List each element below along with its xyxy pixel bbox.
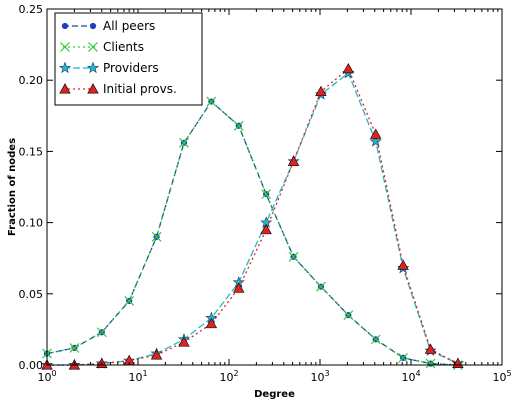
legend: All peers Clients Providers Initial provs. <box>54 12 203 106</box>
data-point <box>260 223 272 235</box>
data-point <box>178 336 190 347</box>
data-point <box>151 231 162 242</box>
x-tick-label: 104 <box>401 369 420 384</box>
data-point <box>206 96 217 107</box>
data-point <box>370 128 382 139</box>
legend-box <box>54 12 203 106</box>
legend-marker <box>59 83 71 94</box>
data-point <box>233 120 244 131</box>
legend-marker <box>89 22 97 30</box>
legend-label: All peers <box>103 19 155 33</box>
data-point <box>261 189 272 200</box>
legend-marker <box>61 22 69 30</box>
legend-entry: Initial provs. <box>59 82 177 96</box>
data-point <box>179 137 189 148</box>
y-tick-label: 0.25 <box>19 3 44 16</box>
y-tick-label: 0.00 <box>19 359 44 372</box>
legend-marker <box>60 42 70 52</box>
data-point <box>288 251 299 262</box>
legend-marker <box>88 42 98 52</box>
legend-label: Clients <box>103 40 144 54</box>
y-tick-label: 0.20 <box>19 74 44 87</box>
series-line <box>46 100 458 366</box>
data-point <box>124 295 135 306</box>
axes-layer: 0.00 0.05 0.10 0.15 0.20 0.25 100 101 102 103 104 1… <box>19 3 512 384</box>
data-point <box>343 310 354 321</box>
x-tick-label: 101 <box>128 369 147 384</box>
y-tick-label: 0.15 <box>19 145 44 158</box>
data-point <box>315 85 327 97</box>
x-tick-label: 102 <box>219 369 238 384</box>
x-tick-label: 105 <box>492 369 511 384</box>
legend-marker <box>58 61 72 74</box>
x-tick-label: 100 <box>37 369 56 384</box>
legend-marker <box>87 83 99 94</box>
legend-entry: Providers <box>58 61 159 75</box>
x-tick-label: 103 <box>310 369 329 384</box>
data-point <box>370 334 381 345</box>
data-point <box>425 358 436 369</box>
data-point <box>233 282 245 293</box>
legend-entry: Clients <box>60 40 144 54</box>
data-point <box>205 317 218 329</box>
data-point <box>150 349 163 360</box>
y-tick-label: 0.10 <box>19 217 44 230</box>
y-tick-label: 0.05 <box>19 288 44 301</box>
data-point <box>369 135 382 147</box>
data-point <box>96 327 107 338</box>
y-axis-label: Fraction of nodes <box>7 138 18 236</box>
data-point <box>69 342 80 353</box>
legend-entry: All peers <box>61 19 155 33</box>
data-point <box>287 155 300 166</box>
data-point <box>397 259 409 270</box>
data-point <box>342 62 355 74</box>
series-line <box>47 72 459 366</box>
legend-label: Initial provs. <box>103 82 177 96</box>
data-point <box>424 343 437 354</box>
legend-label: Providers <box>103 61 159 75</box>
axes-frame <box>46 8 503 366</box>
legend-marker <box>86 61 100 74</box>
data-point <box>398 352 409 363</box>
x-axis-label: Degree <box>254 389 295 400</box>
data-point <box>316 281 326 292</box>
series-line <box>47 67 459 366</box>
